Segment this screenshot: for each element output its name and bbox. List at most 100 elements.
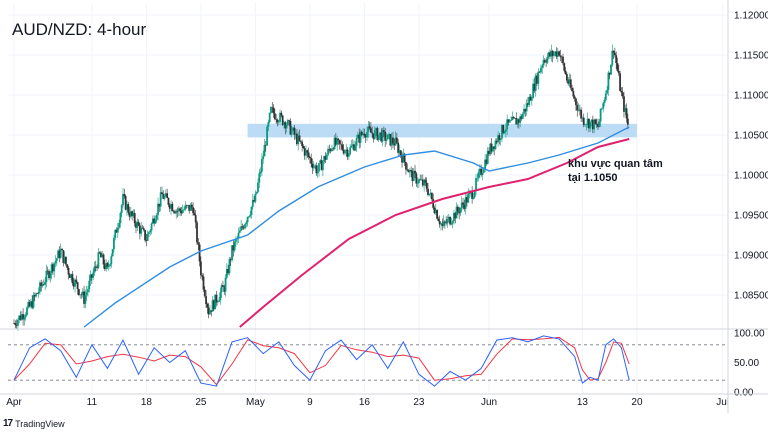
candle-body	[580, 109, 583, 119]
candle-body	[584, 124, 586, 126]
candle-body	[16, 320, 19, 326]
candle-body	[286, 120, 289, 125]
candle-body	[353, 144, 355, 151]
candle-body	[49, 273, 52, 279]
candle-body	[551, 50, 554, 57]
candle-body	[603, 99, 606, 104]
candle-body	[225, 269, 228, 278]
candle-body	[572, 91, 575, 97]
candle-body	[66, 264, 69, 268]
candle-body	[586, 118, 589, 125]
time-tick-label: 16	[359, 397, 371, 408]
candle-body	[177, 208, 180, 212]
candle-body	[145, 240, 148, 241]
rsi-tick-label: 100.00	[734, 329, 765, 340]
candle-body	[403, 153, 406, 163]
candle-body	[266, 126, 268, 146]
candle-body	[222, 285, 224, 287]
candle-body	[421, 179, 424, 186]
candle-body	[397, 142, 400, 153]
candle-body	[206, 304, 209, 308]
candle-body	[210, 310, 213, 312]
candle-body	[433, 207, 436, 214]
candle-body	[615, 55, 618, 64]
candle-body	[171, 203, 174, 211]
candle-body	[28, 302, 31, 307]
candle-body	[201, 275, 204, 277]
candle-body	[311, 163, 314, 169]
candle-body	[45, 270, 48, 282]
candle-body	[464, 197, 467, 209]
candle-body	[71, 274, 74, 284]
candle-body	[411, 171, 414, 182]
candle-body	[223, 286, 226, 292]
candle-body	[466, 197, 468, 203]
candle-body	[547, 52, 550, 57]
candle-body	[172, 210, 175, 212]
candle-body	[590, 119, 593, 122]
candle-body	[562, 56, 564, 64]
candle-body	[93, 266, 96, 273]
candle-body	[192, 207, 194, 214]
candle-body	[232, 245, 235, 251]
candle-body	[549, 52, 551, 57]
chart-title: AUD/NZD: 4-hour	[12, 20, 147, 39]
candle-body	[22, 314, 24, 320]
candle-body	[536, 75, 538, 84]
candle-body	[257, 182, 259, 192]
candle-body	[606, 89, 609, 94]
candle-body	[40, 282, 43, 287]
candle-body	[546, 56, 549, 63]
candle-body	[238, 230, 241, 233]
candle-body	[327, 148, 329, 155]
candle-body	[283, 122, 285, 125]
candle-body	[567, 80, 570, 84]
candle-body	[511, 116, 514, 121]
candle-body	[445, 222, 448, 224]
candle-body	[98, 252, 101, 253]
candle-body	[534, 75, 537, 91]
brand[interactable]: 17 TradingView	[3, 418, 65, 429]
candle-body	[203, 289, 206, 297]
candle-body	[68, 274, 71, 278]
price-tick-label: 1.10500	[734, 131, 768, 142]
candle-body	[157, 203, 159, 215]
candle-body	[362, 133, 365, 135]
candle-body	[175, 210, 178, 214]
candle-body	[537, 71, 540, 84]
candle-body	[619, 73, 621, 91]
candle-body	[626, 118, 629, 125]
candle-body	[224, 277, 227, 292]
candle-body	[424, 179, 427, 183]
candle-body	[384, 131, 387, 141]
candle-body	[427, 188, 429, 196]
candle-body	[39, 282, 41, 292]
rsi-d-line	[13, 336, 630, 386]
candle-body	[334, 137, 337, 145]
candle-body	[508, 120, 511, 123]
candle-body	[393, 143, 396, 146]
candle-body	[324, 156, 327, 160]
candle-body	[598, 121, 601, 128]
candle-body	[410, 170, 413, 172]
candle-body	[151, 218, 154, 224]
candle-body	[24, 314, 27, 318]
candle-body	[235, 239, 237, 242]
candle-body	[77, 289, 80, 296]
grid	[8, 3, 728, 392]
candle-body	[74, 279, 76, 287]
candle-body	[81, 291, 84, 296]
candle-body	[358, 134, 361, 143]
candle-body	[515, 118, 518, 125]
candle-body	[495, 140, 498, 143]
candle-body	[519, 116, 522, 123]
candle-body	[155, 214, 158, 220]
candle-body	[107, 266, 110, 267]
candle-body	[254, 193, 257, 202]
candle-body	[133, 213, 136, 224]
candle-body	[31, 301, 34, 308]
candle-body	[414, 170, 416, 174]
candle-body	[341, 144, 344, 150]
sma-fast-line	[83, 126, 630, 328]
candle-body	[328, 148, 331, 150]
